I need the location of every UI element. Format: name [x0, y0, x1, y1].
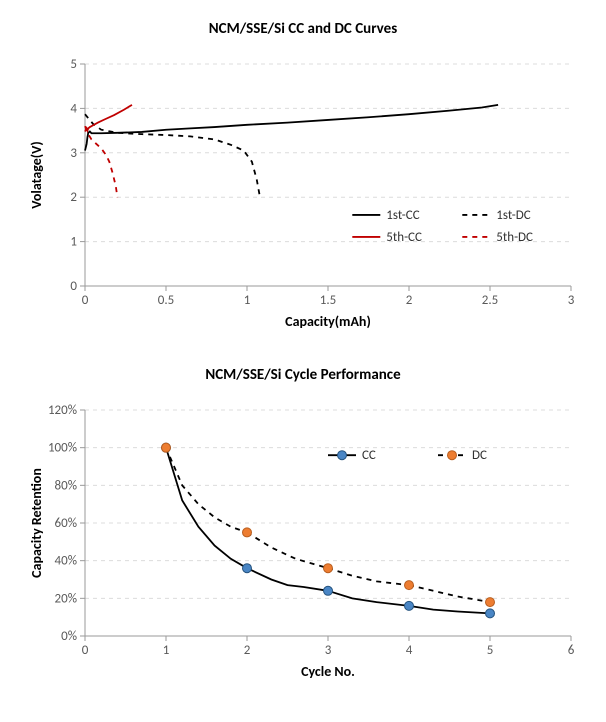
- chart1-svg: 0 0.5 1 1.5 2 2.5 3 0 1 2 3 4 5 Capacity(mAh) Volatage…: [23, 46, 583, 346]
- svg-text:100%: 100%: [48, 441, 77, 456]
- svg-text:3: 3: [70, 146, 77, 161]
- svg-text:CC: CC: [362, 448, 376, 463]
- svg-text:80%: 80%: [55, 478, 77, 493]
- svg-text:1st-DC: 1st-DC: [496, 208, 530, 223]
- svg-text:1: 1: [244, 293, 251, 308]
- svg-text:0.5: 0.5: [158, 293, 174, 308]
- svg-text:5th-DC: 5th-DC: [496, 230, 533, 245]
- svg-text:Capacity Retention: Capacity Retention: [28, 468, 45, 578]
- svg-text:Volatage(V): Volatage(V): [28, 141, 45, 209]
- cycle-performance-chart: NCM/SSE/Si Cycle Performance 01234560%20…: [23, 366, 583, 682]
- svg-text:5: 5: [487, 643, 494, 658]
- svg-text:4: 4: [406, 643, 413, 658]
- svg-text:1: 1: [70, 235, 77, 250]
- svg-text:1st-CC: 1st-CC: [386, 208, 419, 223]
- svg-text:20%: 20%: [55, 591, 77, 606]
- svg-text:Cycle No.: Cycle No.: [301, 663, 355, 680]
- chart2-svg: 01234560%20%40%60%80%100%120%Cycle No.Ca…: [23, 392, 583, 682]
- svg-text:0: 0: [82, 643, 89, 658]
- svg-text:0: 0: [82, 293, 89, 308]
- svg-text:1: 1: [163, 643, 170, 658]
- svg-text:5th-CC: 5th-CC: [386, 230, 422, 245]
- cc-dc-curves-chart: NCM/SSE/Si CC and DC Curves 0 0.5 1 1.5 2 2.5…: [23, 20, 583, 346]
- svg-text:40%: 40%: [55, 554, 77, 569]
- svg-text:2: 2: [406, 293, 413, 308]
- svg-text:4: 4: [70, 101, 77, 116]
- svg-text:3: 3: [325, 643, 332, 658]
- svg-text:0%: 0%: [61, 629, 77, 644]
- svg-text:6: 6: [568, 643, 575, 658]
- svg-text:DC: DC: [472, 448, 487, 463]
- chart1-title: NCM/SSE/Si CC and DC Curves: [23, 20, 583, 38]
- svg-text:2.5: 2.5: [482, 293, 498, 308]
- svg-text:2: 2: [244, 643, 251, 658]
- svg-text:0: 0: [70, 279, 77, 294]
- svg-text:1.5: 1.5: [320, 293, 336, 308]
- svg-text:60%: 60%: [55, 516, 77, 531]
- svg-text:Capacity(mAh): Capacity(mAh): [285, 313, 371, 330]
- svg-text:3: 3: [568, 293, 575, 308]
- svg-text:5: 5: [70, 57, 77, 72]
- chart2-title: NCM/SSE/Si Cycle Performance: [23, 366, 583, 384]
- svg-text:2: 2: [70, 190, 77, 205]
- svg-text:120%: 120%: [48, 403, 77, 418]
